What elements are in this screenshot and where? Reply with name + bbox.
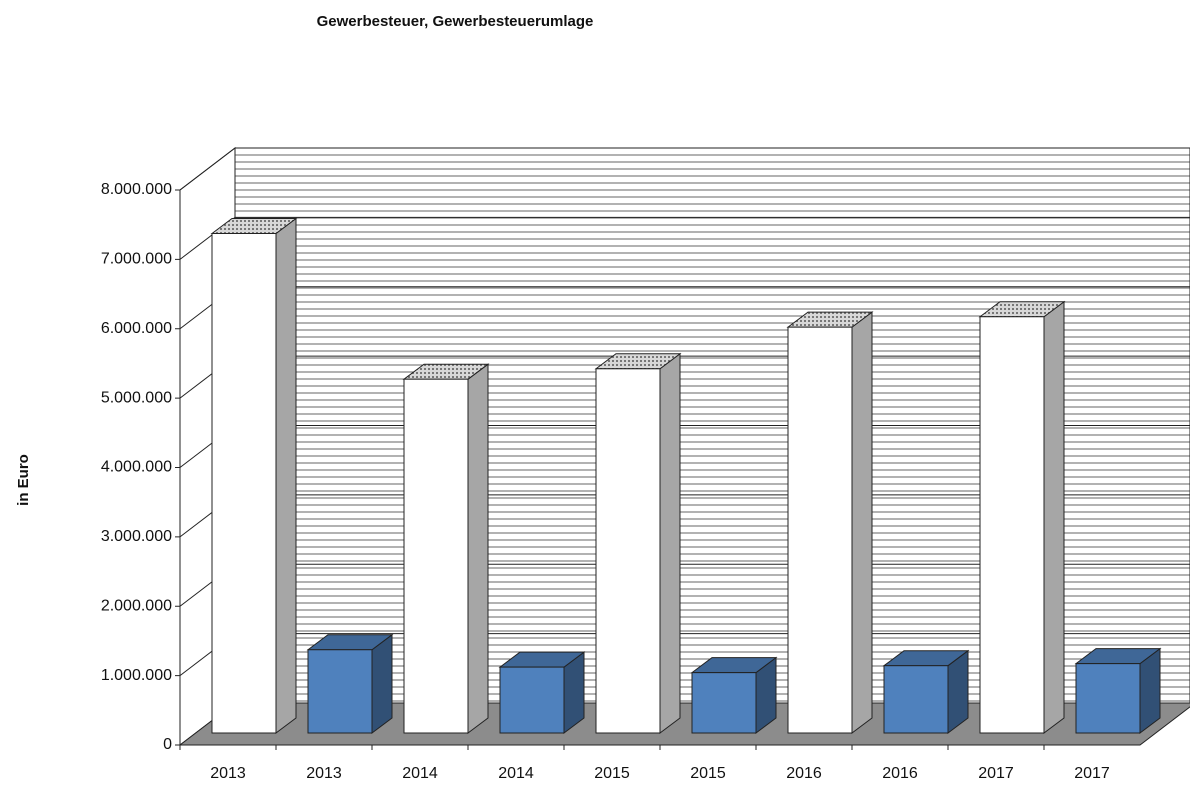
x-tick-label: 2013 — [210, 765, 246, 782]
x-tick-label: 2016 — [882, 765, 918, 782]
bar — [979, 316, 1045, 734]
bar — [883, 665, 949, 734]
grid-line — [179, 147, 236, 191]
bar — [307, 649, 373, 734]
y-tick-label: 6.000.000 — [101, 320, 172, 337]
y-tick-label: 5.000.000 — [101, 389, 172, 406]
chart-title: Gewerbesteuer, Gewerbesteuerumlage — [317, 13, 594, 30]
x-tick-label: 2013 — [306, 765, 342, 782]
y-tick-label: 3.000.000 — [101, 528, 172, 545]
y-tick-label: 4.000.000 — [101, 459, 172, 476]
bar — [211, 233, 277, 734]
bar-side — [467, 363, 489, 734]
y-axis-label: in Euro — [15, 454, 32, 506]
x-tick-label: 2014 — [498, 765, 534, 782]
bar — [787, 326, 853, 734]
bar-side — [851, 311, 873, 734]
bar-side — [275, 217, 297, 734]
y-tick-label: 0 — [163, 736, 172, 753]
x-tick-label: 2015 — [690, 765, 726, 782]
bar-side — [659, 352, 681, 734]
y-tick-label: 8.000.000 — [101, 181, 172, 198]
x-tick-label: 2015 — [594, 765, 630, 782]
x-tick-label: 2017 — [1074, 765, 1110, 782]
bars — [210, 217, 1162, 734]
bar — [499, 666, 565, 734]
labels: 0 1.000.000 2.000.000 3.000.000 4.000.000 5.0… — [101, 181, 1110, 782]
bar-side — [371, 633, 393, 734]
x-tick-label: 2014 — [402, 765, 438, 782]
y-tick-label: 2.000.000 — [101, 597, 172, 614]
bar — [1075, 663, 1141, 734]
bar — [403, 378, 469, 734]
bar-side — [1043, 300, 1065, 734]
y-tick-label: 7.000.000 — [101, 251, 172, 268]
x-tick-label: 2017 — [978, 765, 1014, 782]
x-tick-label: 2016 — [786, 765, 822, 782]
bar — [691, 672, 757, 734]
y-tick-label: 1.000.000 — [101, 667, 172, 684]
bar — [595, 368, 661, 734]
